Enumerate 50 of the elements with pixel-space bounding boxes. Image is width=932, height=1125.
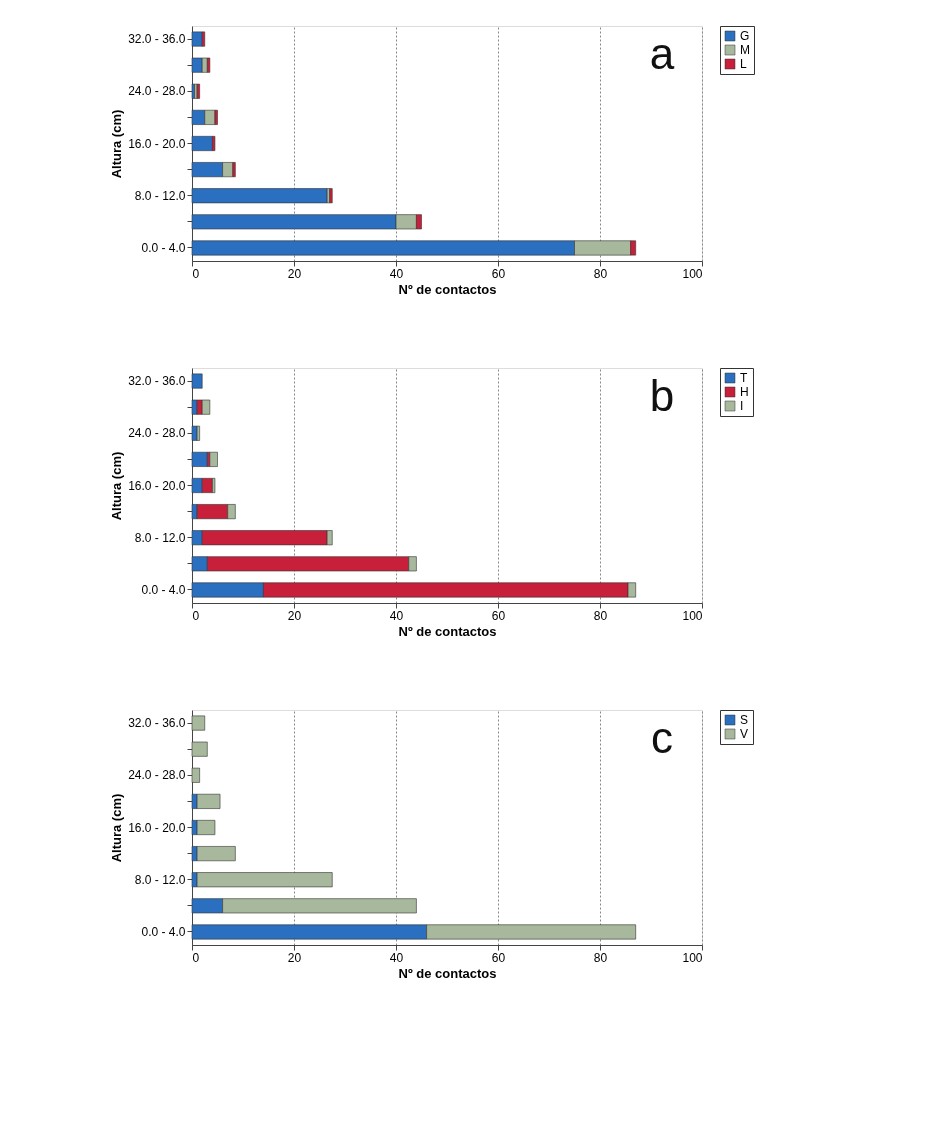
- x-tick-label: 0: [192, 266, 200, 281]
- x-axis-title: Nº de contactos: [398, 623, 497, 639]
- x-tick-label: 0: [192, 950, 200, 965]
- legend-label: V: [740, 727, 749, 741]
- x-axis-title: Nº de contactos: [398, 965, 497, 981]
- y-tick-label: 32.0 - 36.0: [128, 32, 186, 47]
- legend-label: I: [740, 399, 744, 413]
- y-tick-label: 24.0 - 28.0: [128, 768, 186, 783]
- x-tick-label: 80: [593, 608, 608, 623]
- legend-label: S: [740, 713, 749, 727]
- y-axis-title: Altura (cm): [109, 109, 125, 179]
- y-tick-label: 0.0 - 4.0: [141, 582, 186, 597]
- x-tick-label: 60: [491, 266, 506, 281]
- x-tick-label: 80: [593, 950, 608, 965]
- x-tick-label: 0: [192, 608, 200, 623]
- x-tick-label: 80: [593, 266, 608, 281]
- y-axis-title: Altura (cm): [109, 451, 125, 521]
- y-tick-label: 8.0 - 12.0: [134, 530, 186, 545]
- y-tick-label: 32.0 - 36.0: [128, 716, 186, 731]
- x-tick-label: 100: [682, 608, 703, 623]
- y-tick-label: 24.0 - 28.0: [128, 426, 186, 441]
- y-tick-label: 16.0 - 20.0: [128, 478, 186, 493]
- y-tick-label: 8.0 - 12.0: [134, 188, 186, 203]
- x-tick-label: 20: [287, 266, 302, 281]
- legend-label: M: [740, 43, 750, 57]
- x-tick-label: 40: [389, 608, 404, 623]
- y-tick-label: 24.0 - 28.0: [128, 84, 186, 99]
- legend-label: L: [740, 57, 747, 71]
- y-tick-label: 0.0 - 4.0: [141, 240, 186, 255]
- y-tick-label: 8.0 - 12.0: [134, 872, 186, 887]
- x-tick-label: 100: [682, 950, 703, 965]
- x-tick-label: 40: [389, 950, 404, 965]
- legend-label: T: [740, 371, 748, 385]
- x-tick-label: 60: [491, 950, 506, 965]
- y-tick-label: 16.0 - 20.0: [128, 820, 186, 835]
- x-axis-title: Nº de contactos: [398, 281, 497, 297]
- y-tick-label: 16.0 - 20.0: [128, 136, 186, 151]
- x-tick-label: 20: [287, 608, 302, 623]
- x-tick-label: 40: [389, 266, 404, 281]
- annotation: c: [651, 713, 673, 762]
- x-tick-label: 60: [491, 608, 506, 623]
- legend-label: H: [740, 385, 749, 399]
- x-tick-label: 20: [287, 950, 302, 965]
- annotation: b: [649, 371, 675, 420]
- y-axis-title: Altura (cm): [109, 793, 125, 863]
- annotation: a: [649, 29, 675, 78]
- y-tick-label: 0.0 - 4.0: [141, 924, 186, 939]
- legend-label: G: [740, 29, 750, 43]
- x-tick-label: 100: [682, 266, 703, 281]
- y-tick-label: 32.0 - 36.0: [128, 374, 186, 389]
